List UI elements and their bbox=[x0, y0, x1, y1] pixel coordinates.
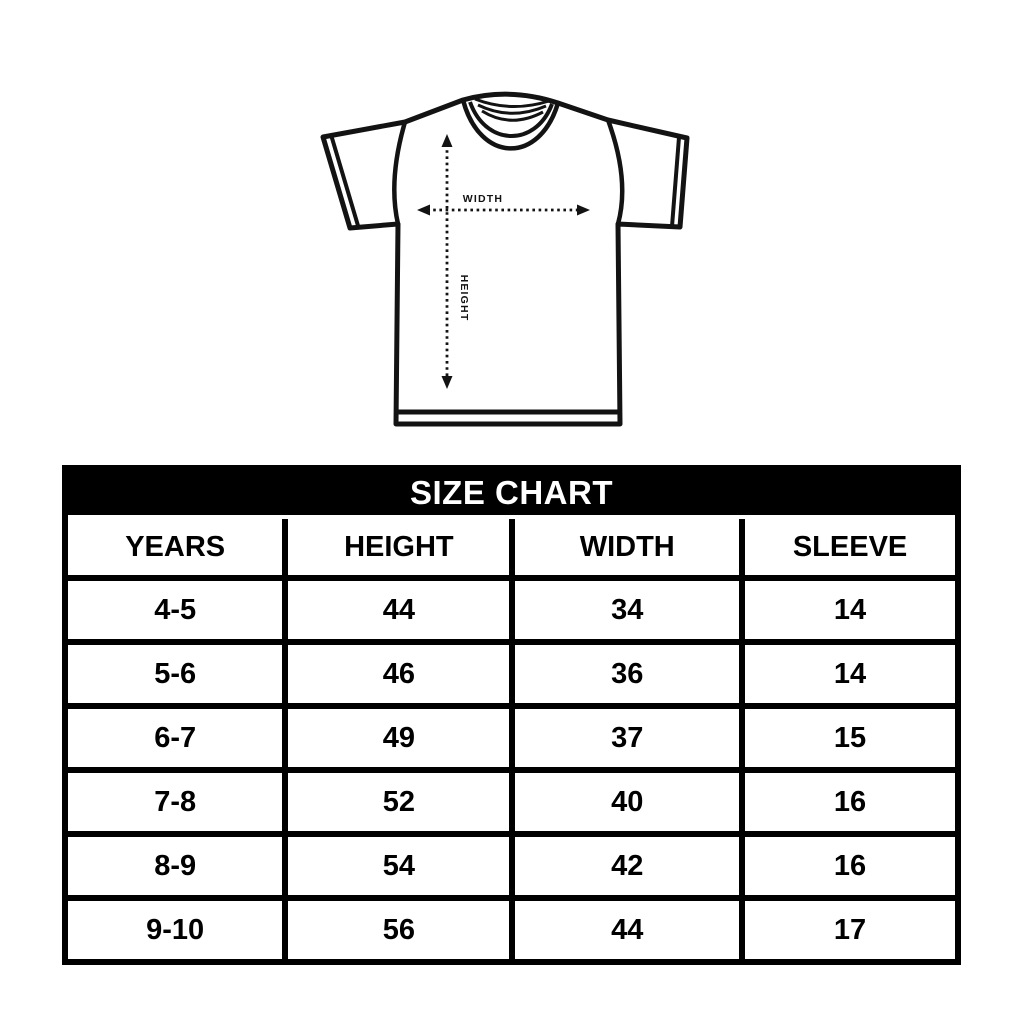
banner-divider bbox=[68, 515, 955, 519]
width-arrow-label: WIDTH bbox=[463, 193, 503, 205]
collar-rib-line bbox=[474, 97, 550, 109]
table-header-row: YEARS HEIGHT WIDTH SLEEVE bbox=[68, 519, 955, 581]
table-body: 4-5 44 34 14 5-6 46 36 14 6-7 49 37 15 7-8 52 40 16 8-9 5… bbox=[68, 575, 955, 959]
table-cell: 49 bbox=[282, 703, 516, 773]
table-cell: 14 bbox=[739, 575, 955, 645]
table-cell: 54 bbox=[282, 831, 516, 901]
table-cell: 4-5 bbox=[68, 575, 289, 645]
table-cell: 42 bbox=[509, 831, 746, 901]
table-row: 7-8 52 40 16 bbox=[68, 767, 955, 837]
table-row: 8-9 54 42 16 bbox=[68, 831, 955, 901]
table-cell: 44 bbox=[282, 575, 516, 645]
left-cuff-stripe-icon bbox=[329, 134, 360, 227]
table-cell: 52 bbox=[282, 767, 516, 837]
table-row: 9-10 56 44 17 bbox=[68, 895, 955, 959]
table-cell: 17 bbox=[739, 895, 955, 959]
collar-rib-line bbox=[477, 103, 547, 115]
table-cell: 7-8 bbox=[68, 767, 289, 837]
table-cell: 36 bbox=[509, 639, 746, 709]
height-arrow-label: HEIGHT bbox=[458, 275, 470, 322]
tshirt-diagram: WIDTH HEIGHT bbox=[320, 91, 690, 427]
right-cuff-stripe-icon bbox=[670, 137, 681, 227]
tshirt-outline bbox=[320, 91, 690, 427]
table-cell: 46 bbox=[282, 639, 516, 709]
table-cell: 6-7 bbox=[68, 703, 289, 773]
table-row: 6-7 49 37 15 bbox=[68, 703, 955, 773]
size-chart-table: SIZE CHART YEARS HEIGHT WIDTH SLEEVE 4-5… bbox=[62, 465, 961, 965]
column-header-sleeve: SLEEVE bbox=[739, 519, 955, 581]
size-chart-title: SIZE CHART bbox=[68, 471, 955, 515]
column-header-years: YEARS bbox=[68, 519, 289, 581]
table-cell: 34 bbox=[509, 575, 746, 645]
table-cell: 16 bbox=[739, 831, 955, 901]
column-header-width: WIDTH bbox=[509, 519, 746, 581]
table-cell: 15 bbox=[739, 703, 955, 773]
table-cell: 56 bbox=[282, 895, 516, 959]
table-cell: 44 bbox=[509, 895, 746, 959]
height-arrow bbox=[441, 134, 453, 389]
table-row: 5-6 46 36 14 bbox=[68, 639, 955, 709]
table-row: 4-5 44 34 14 bbox=[68, 575, 955, 645]
table-cell: 40 bbox=[509, 767, 746, 837]
width-arrow bbox=[417, 204, 590, 216]
right-armhole-seam bbox=[605, 119, 625, 225]
table-cell: 14 bbox=[739, 639, 955, 709]
table-cell: 8-9 bbox=[68, 831, 289, 901]
table-cell: 37 bbox=[509, 703, 746, 773]
left-armhole-seam bbox=[392, 121, 408, 225]
collar-inner bbox=[468, 101, 554, 138]
collar-outer bbox=[460, 99, 561, 151]
table-cell: 9-10 bbox=[68, 895, 289, 959]
column-header-height: HEIGHT bbox=[282, 519, 516, 581]
table-cell: 16 bbox=[739, 767, 955, 837]
collar-rib-line bbox=[481, 109, 544, 122]
table-cell: 5-6 bbox=[68, 639, 289, 709]
